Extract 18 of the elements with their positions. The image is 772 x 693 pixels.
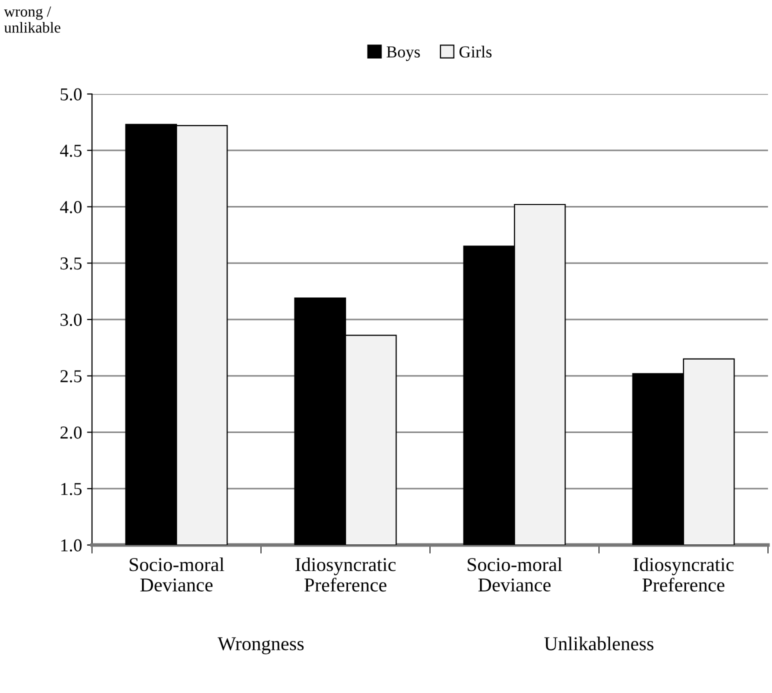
y-tick-label: 4.5 [60,144,82,157]
x-tick-label: Socio-moral Deviance [130,558,224,592]
y-tick-label: 4.0 [60,201,82,214]
y-tick-label: 1.0 [61,539,82,552]
y-tick-label: 2.0 [60,426,82,439]
x-tick-label: Idiosyncratic Preference [295,558,396,592]
legend-label: Girls [459,46,492,58]
x-tick-label: Socio-moral Deviance [468,558,562,592]
y-tick-label: 1.5 [61,482,82,496]
y-axis-title: wrong / unlikable [4,6,60,33]
legend-label: Boys [386,46,420,61]
y-tick-label: 2.5 [60,370,82,382]
text: Unlikableness [544,636,654,650]
x-tick-label: Idiosyncratic Preference [633,558,734,592]
y-tick-label: 5.0 [60,88,82,101]
text: Wrongness [218,637,304,654]
y-tick-label: 3.5 [60,257,82,270]
y-tick-label: 3.0 [60,314,82,326]
